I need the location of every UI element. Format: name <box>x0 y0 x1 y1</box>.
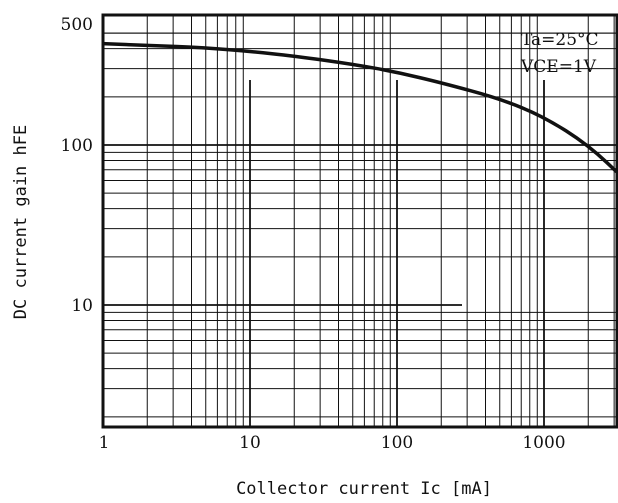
grid <box>103 15 617 427</box>
condition-vce: VCE=1V <box>520 57 597 77</box>
y-tick-label: 500 <box>61 15 93 35</box>
x-tick-label: 1000 <box>522 433 565 453</box>
x-tick-label: 1 <box>99 433 110 453</box>
tick-labels: 1 10 100 1000 10 100 500 <box>61 15 566 453</box>
x-axis-label: Collector current Ic [mA] <box>236 479 492 499</box>
x-tick-label: 10 <box>239 433 261 453</box>
plot-frame <box>101 13 618 429</box>
curves <box>102 41 618 176</box>
y-tick-label: 100 <box>61 136 93 156</box>
series-line-0 <box>102 41 618 176</box>
y-tick-label: 10 <box>71 296 93 316</box>
y-axis-label: DC current gain hFE <box>11 125 31 319</box>
condition-temperature: Ta=25°C <box>521 30 599 50</box>
x-tick-label: 100 <box>381 433 413 453</box>
